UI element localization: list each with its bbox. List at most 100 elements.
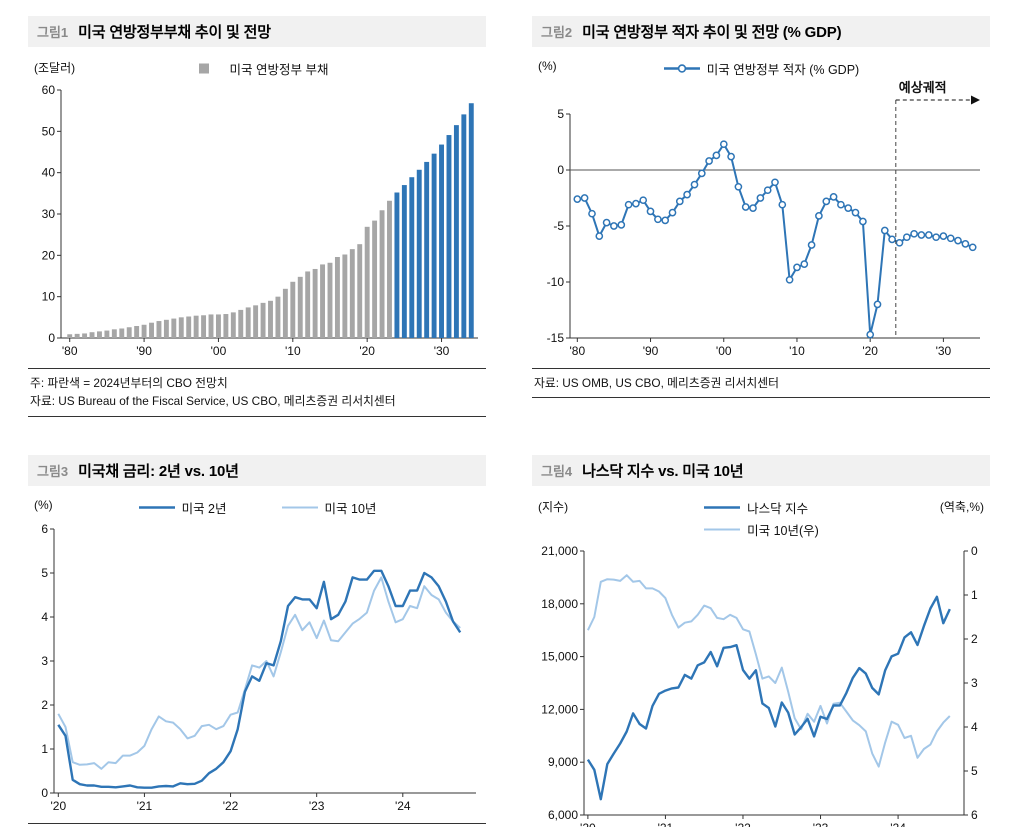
svg-text:5: 5 [557, 107, 564, 121]
figure1-y-axis-unit: (조달러) [34, 61, 76, 75]
svg-text:'23: '23 [309, 799, 325, 813]
svg-text:6: 6 [971, 808, 978, 822]
svg-text:'21: '21 [137, 799, 153, 813]
svg-text:'00: '00 [716, 344, 732, 358]
figure3-y-axis-unit: (%) [34, 497, 53, 512]
svg-text:60: 60 [42, 83, 56, 97]
legend-label: 나스닥 지수 [747, 501, 809, 516]
svg-text:20: 20 [42, 248, 56, 262]
figure4-tag: 그림4 [541, 463, 573, 479]
svg-text:-5: -5 [553, 219, 564, 233]
svg-text:40: 40 [42, 166, 56, 180]
legend-swatch-line-icon [138, 505, 175, 509]
svg-text:'30: '30 [936, 344, 952, 358]
svg-text:2: 2 [971, 632, 978, 646]
legend-item: 미국 10년 [281, 498, 377, 517]
svg-text:'20: '20 [580, 821, 596, 827]
svg-text:'90: '90 [643, 344, 659, 358]
svg-text:50: 50 [42, 124, 56, 138]
svg-text:-15: -15 [547, 331, 565, 345]
svg-text:'24: '24 [395, 799, 411, 813]
figure2-title: 미국 연방정부 적자 추이 및 전망 (% GDP) [582, 24, 842, 41]
svg-text:'23: '23 [813, 821, 829, 827]
figure2-y-axis-unit: (%) [538, 59, 557, 73]
svg-text:10: 10 [42, 290, 56, 304]
figure3-bottom-rule [28, 822, 486, 825]
legend-swatch-line-icon [281, 506, 318, 509]
svg-text:'24: '24 [890, 821, 906, 827]
svg-text:4: 4 [971, 720, 978, 734]
legend-item: 미국 연방정부 적자 (% GDP) [663, 59, 859, 78]
svg-text:30: 30 [42, 207, 56, 221]
legend-item: 미국 연방정부 부채 [186, 59, 328, 78]
svg-text:'90: '90 [136, 344, 152, 358]
svg-text:'22: '22 [735, 821, 751, 827]
nasdaq-vs-10y-dual-chart: 6,000 9,000 12,000 15,000 18,000 21,000 0 1 2 3 4 5… [532, 541, 990, 827]
svg-text:3: 3 [971, 676, 978, 690]
figure2-source: 자료: US OMB, US CBO, 메리츠증권 리서치센터 [534, 376, 779, 390]
figure3-panel: 그림3 미국채 금리: 2년 vs. 10년 (%) 미국 2년 미국 10년 0… [28, 454, 486, 825]
treasury-yields-line-chart: 0 1 2 3 4 5 6 '20 '21 '22 '23 '24 [28, 519, 486, 817]
legend-swatch-line-icon [704, 505, 741, 509]
legend-item: 미국 10년(우) [703, 520, 819, 539]
svg-text:2: 2 [41, 698, 48, 712]
svg-text:'80: '80 [570, 344, 586, 358]
legend-label: 미국 10년(우) [747, 523, 819, 538]
legend-swatch-square-icon [198, 63, 209, 74]
figure1-legend-row: (조달러) 미국 연방정부 부채 [28, 57, 486, 80]
figure3-legend-row: (%) 미국 2년 미국 10년 [28, 496, 486, 519]
svg-text:18,000: 18,000 [541, 596, 578, 610]
legend-label: 미국 10년 [324, 501, 377, 516]
figure2-panel: 그림2 미국 연방정부 적자 추이 및 전망 (% GDP) (%) 미국 연방… [532, 16, 990, 399]
svg-text:15,000: 15,000 [541, 649, 578, 663]
legend-swatch-line-icon [704, 528, 741, 531]
svg-text:6,000: 6,000 [548, 808, 578, 822]
svg-text:5: 5 [971, 764, 978, 778]
figure1-note: 주: 파란색 = 2024년부터의 CBO 전망치 [30, 376, 228, 390]
legend-swatch-line-marker-icon [663, 64, 700, 73]
figure2-legend: 미국 연방정부 적자 (% GDP) [663, 59, 859, 78]
svg-text:'21: '21 [658, 821, 674, 827]
figure3-tag: 그림3 [37, 463, 69, 479]
svg-text:예상궤적: 예상궤적 [899, 80, 947, 95]
federal-deficit-line-chart: -15 -10 -5 0 5 '80 '90 '00 '10 '20 '30 예상궤적 [532, 80, 990, 362]
figure1-notes: 주: 파란색 = 2024년부터의 CBO 전망치 자료: US Bureau … [28, 368, 486, 417]
figure4-left-axis-unit: (지수) [538, 499, 569, 514]
legend-item: 미국 2년 [138, 498, 227, 517]
figure4-title: 나스닥 지수 vs. 미국 10년 [582, 462, 744, 480]
svg-text:'22: '22 [223, 799, 239, 813]
legend-label: 미국 연방정부 적자 (% GDP) [706, 63, 860, 77]
svg-text:21,000: 21,000 [541, 544, 578, 558]
svg-text:0: 0 [48, 331, 55, 345]
svg-text:'80: '80 [62, 344, 78, 358]
svg-text:0: 0 [971, 544, 978, 558]
svg-text:12,000: 12,000 [541, 702, 578, 716]
svg-text:1: 1 [971, 588, 978, 602]
legend-label: 미국 2년 [181, 501, 227, 516]
figure1-header: 그림1 미국 연방정부부채 추이 및 전망 [28, 16, 486, 47]
svg-text:'30: '30 [434, 344, 450, 358]
svg-text:'10: '10 [789, 344, 805, 358]
svg-text:5: 5 [41, 566, 48, 580]
federal-debt-bar-chart: 0 10 20 30 40 50 60 '80 '90 '00 '10 '20 '30 [28, 80, 486, 362]
svg-text:'00: '00 [211, 344, 227, 358]
figure2-notes: 자료: US OMB, US CBO, 메리츠증권 리서치센터 [532, 368, 990, 399]
svg-text:4: 4 [41, 610, 48, 624]
svg-text:'20: '20 [50, 799, 66, 813]
legend-item: 나스닥 지수 [703, 498, 808, 517]
figure1-title: 미국 연방정부부채 추이 및 전망 [78, 24, 271, 41]
svg-text:0: 0 [41, 786, 48, 800]
figure3-legend: 미국 2년 미국 10년 [138, 498, 377, 517]
figure1-panel: 그림1 미국 연방정부부채 추이 및 전망 (조달러) 미국 연방정부 부채 0… [28, 16, 486, 417]
figure4-right-axis-unit: (역축,%) [939, 499, 984, 514]
figure2-legend-row: (%) 미국 연방정부 적자 (% GDP) [532, 57, 990, 80]
figure2-header: 그림2 미국 연방정부 적자 추이 및 전망 (% GDP) [532, 16, 990, 47]
figure3-title: 미국채 금리: 2년 vs. 10년 [78, 462, 239, 480]
svg-text:1: 1 [41, 742, 48, 756]
svg-text:0: 0 [557, 163, 564, 177]
svg-text:6: 6 [41, 522, 48, 536]
svg-text:-10: -10 [547, 275, 565, 289]
